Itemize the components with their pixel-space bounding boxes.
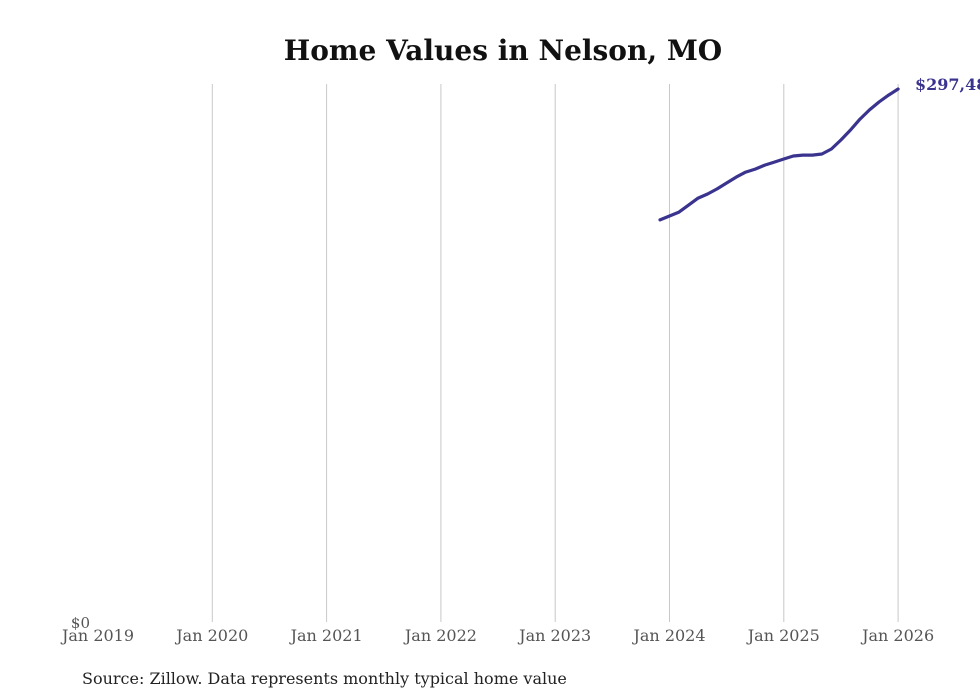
x-tick-label: Jan 2019 — [60, 626, 134, 645]
x-tick-label: Jan 2021 — [289, 626, 363, 645]
source-note: Source: Zillow. Data represents monthly … — [82, 669, 567, 688]
x-tick-label: Jan 2020 — [174, 626, 248, 645]
chart-title: Home Values in Nelson, MO — [284, 34, 722, 67]
x-tick-label: Jan 2024 — [631, 626, 705, 645]
series-line — [658, 87, 900, 222]
end-value-label: $297,48 — [915, 75, 980, 94]
x-axis-ticks: Jan 2019 Jan 2020 Jan 2021 Jan 2022 Jan 2023… — [60, 626, 934, 645]
gridlines — [211, 84, 899, 622]
x-tick-label: Jan 2023 — [517, 626, 591, 645]
y-tick-label: $0 — [71, 614, 90, 632]
x-tick-label: Jan 2022 — [403, 626, 477, 645]
x-tick-label: Jan 2026 — [860, 626, 934, 645]
x-tick-label: Jan 2025 — [746, 626, 820, 645]
